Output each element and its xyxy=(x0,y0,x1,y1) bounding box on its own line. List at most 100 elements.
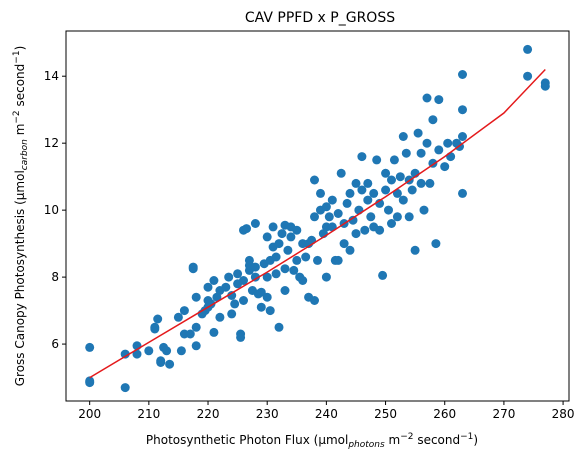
data-point xyxy=(239,296,248,305)
y-tick-label: 12 xyxy=(44,136,59,150)
data-point xyxy=(411,246,420,255)
data-point xyxy=(357,152,366,161)
data-point xyxy=(221,283,230,292)
data-point xyxy=(541,82,550,91)
data-point xyxy=(257,303,266,312)
data-point xyxy=(263,232,272,241)
data-point xyxy=(316,189,325,198)
x-axis-title: Photosynthetic Photon Flux (µmolphotons … xyxy=(146,432,478,450)
data-point xyxy=(425,179,434,188)
data-point xyxy=(310,212,319,221)
data-point xyxy=(180,306,189,315)
data-point xyxy=(381,186,390,195)
data-point xyxy=(189,264,198,273)
data-point xyxy=(443,139,452,148)
data-point xyxy=(269,222,278,231)
data-point xyxy=(209,276,218,285)
x-tick-label: 250 xyxy=(374,407,397,421)
data-point xyxy=(144,346,153,355)
data-point xyxy=(372,155,381,164)
data-point xyxy=(334,209,343,218)
data-point xyxy=(458,70,467,79)
data-point xyxy=(417,179,426,188)
data-point xyxy=(310,176,319,185)
data-point xyxy=(440,162,449,171)
scatter-points xyxy=(85,45,550,392)
data-point xyxy=(434,145,443,154)
data-point xyxy=(292,256,301,265)
data-point xyxy=(165,360,174,369)
data-point xyxy=(278,229,287,238)
x-tick-label: 260 xyxy=(433,407,456,421)
data-point xyxy=(343,199,352,208)
data-point xyxy=(85,376,94,385)
x-tick-label: 230 xyxy=(256,407,279,421)
data-point xyxy=(251,263,260,272)
data-point xyxy=(227,309,236,318)
data-point xyxy=(434,95,443,104)
data-point xyxy=(360,226,369,235)
data-point xyxy=(399,132,408,141)
data-point xyxy=(121,383,130,392)
data-point xyxy=(402,149,411,158)
data-point xyxy=(85,343,94,352)
data-point xyxy=(162,346,171,355)
y-axis-title: Gross Canopy Photosynthesis (µmolcarbon … xyxy=(12,46,30,387)
data-point xyxy=(334,256,343,265)
data-point xyxy=(192,323,201,332)
data-point xyxy=(337,169,346,178)
data-point xyxy=(523,72,532,81)
x-tick-label: 200 xyxy=(78,407,101,421)
data-point xyxy=(405,212,414,221)
data-point xyxy=(272,253,281,262)
data-point xyxy=(298,276,307,285)
data-point xyxy=(458,189,467,198)
chart-title: CAV PPFD x P_GROSS xyxy=(245,10,395,26)
data-point xyxy=(458,132,467,141)
data-point xyxy=(245,256,254,265)
data-point xyxy=(431,239,440,248)
data-point xyxy=(283,246,292,255)
data-point xyxy=(230,299,239,308)
data-point xyxy=(363,179,372,188)
data-point xyxy=(375,226,384,235)
y-axis-ticks: 6 8 10 12 14 xyxy=(44,69,66,351)
data-point xyxy=(313,256,322,265)
data-point xyxy=(251,219,260,228)
data-point xyxy=(396,172,405,181)
data-point xyxy=(322,273,331,282)
x-axis-ticks: 200 210 220 230 240 250 260 270 280 xyxy=(78,401,574,421)
y-tick-label: 8 xyxy=(51,270,59,284)
data-point xyxy=(446,152,455,161)
data-point xyxy=(420,206,429,215)
x-tick-label: 220 xyxy=(197,407,220,421)
x-tick-label: 280 xyxy=(552,407,575,421)
data-point xyxy=(399,196,408,205)
data-point xyxy=(390,155,399,164)
y-tick-label: 14 xyxy=(44,69,59,83)
y-tick-label: 6 xyxy=(51,337,59,351)
data-point xyxy=(408,186,417,195)
data-point xyxy=(458,105,467,114)
data-point xyxy=(275,239,284,248)
data-point xyxy=(307,236,316,245)
data-point xyxy=(325,212,334,221)
data-point xyxy=(215,313,224,322)
data-point xyxy=(272,269,281,278)
data-point xyxy=(192,293,201,302)
data-point xyxy=(263,293,272,302)
data-point xyxy=(153,315,162,324)
x-tick-label: 210 xyxy=(137,407,160,421)
data-point xyxy=(224,273,233,282)
data-point xyxy=(346,189,355,198)
data-point xyxy=(177,346,186,355)
data-point xyxy=(366,212,375,221)
data-point xyxy=(423,139,432,148)
data-point xyxy=(281,264,290,273)
data-point xyxy=(310,296,319,305)
y-tick-label: 10 xyxy=(44,203,59,217)
data-point xyxy=(156,356,165,365)
data-point xyxy=(369,189,378,198)
data-point xyxy=(523,45,532,54)
